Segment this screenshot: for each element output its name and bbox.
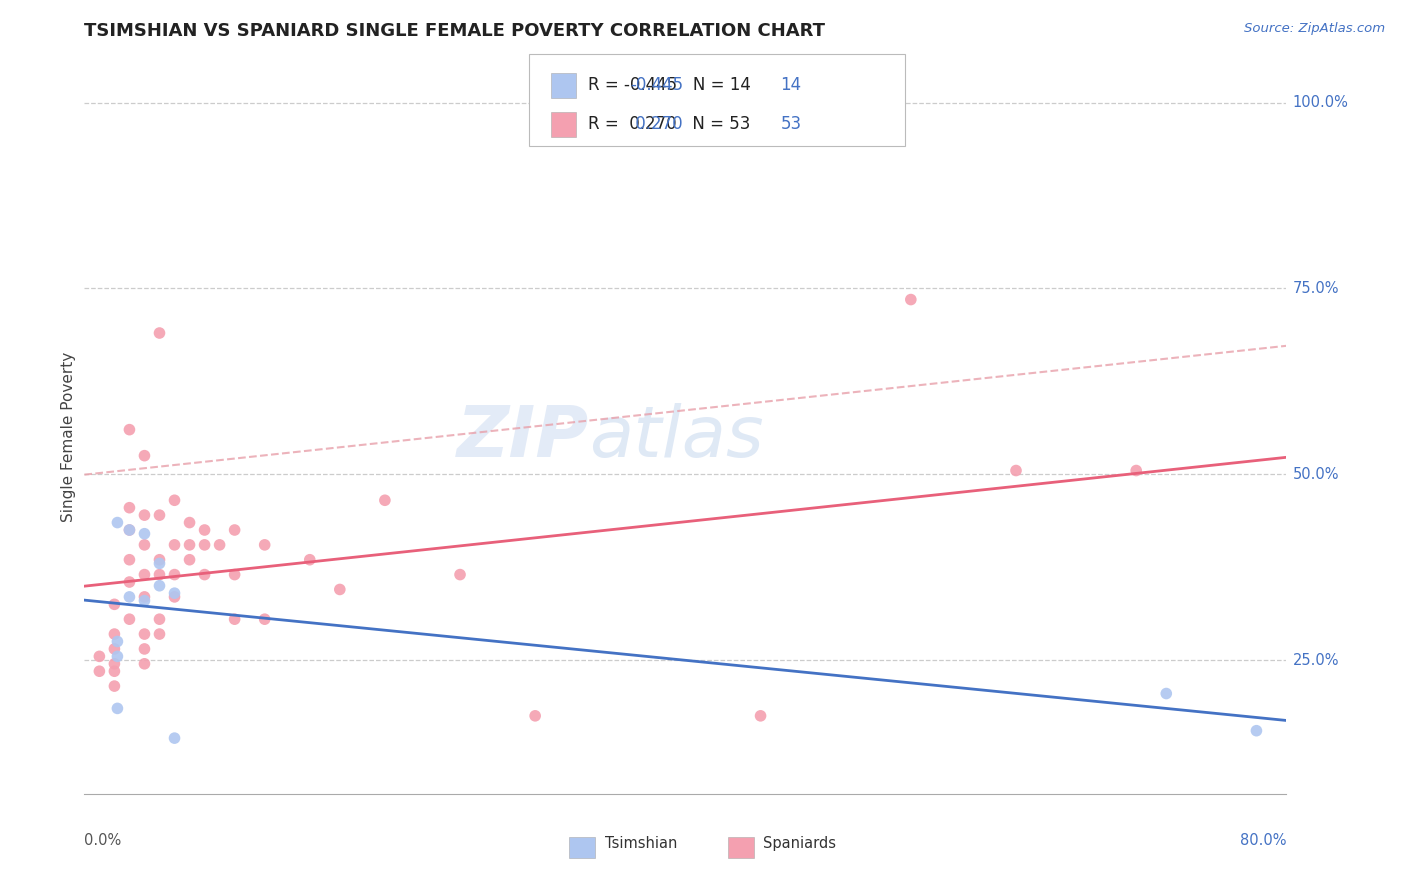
Text: R = -0.445   N = 14: R = -0.445 N = 14 bbox=[588, 76, 751, 94]
Text: ZIP: ZIP bbox=[457, 402, 589, 472]
Text: 0.0%: 0.0% bbox=[84, 833, 121, 848]
Point bbox=[148, 326, 170, 340]
Point bbox=[134, 567, 156, 582]
Point bbox=[449, 567, 471, 582]
Point bbox=[134, 449, 156, 463]
Point bbox=[134, 657, 156, 671]
Point bbox=[134, 593, 156, 607]
Text: -0.445: -0.445 bbox=[630, 76, 683, 94]
Text: R =  0.270   N = 53: R = 0.270 N = 53 bbox=[588, 115, 749, 133]
Point bbox=[89, 664, 111, 679]
Text: 0.270: 0.270 bbox=[630, 115, 682, 133]
Point bbox=[163, 567, 186, 582]
Point bbox=[148, 579, 170, 593]
Text: atlas: atlas bbox=[589, 402, 763, 472]
Point bbox=[208, 538, 231, 552]
Point bbox=[107, 516, 129, 530]
Point bbox=[1156, 687, 1178, 701]
Point bbox=[118, 523, 141, 537]
Point bbox=[163, 538, 186, 552]
Point bbox=[134, 526, 156, 541]
Point bbox=[107, 634, 129, 648]
Point bbox=[374, 493, 396, 508]
Point bbox=[194, 523, 217, 537]
Point bbox=[163, 590, 186, 604]
Text: Source: ZipAtlas.com: Source: ZipAtlas.com bbox=[1244, 22, 1385, 36]
Point bbox=[134, 627, 156, 641]
Point bbox=[134, 642, 156, 657]
Point bbox=[194, 538, 217, 552]
Point bbox=[524, 708, 547, 723]
Point bbox=[134, 590, 156, 604]
Point bbox=[134, 508, 156, 523]
Point bbox=[107, 701, 129, 715]
Text: Spaniards: Spaniards bbox=[763, 837, 837, 851]
Point bbox=[134, 538, 156, 552]
Y-axis label: Single Female Poverty: Single Female Poverty bbox=[60, 352, 76, 522]
Text: 75.0%: 75.0% bbox=[1292, 281, 1339, 296]
Point bbox=[103, 598, 125, 612]
Point bbox=[148, 612, 170, 626]
Point bbox=[89, 649, 111, 664]
Point bbox=[1005, 464, 1028, 478]
Text: 100.0%: 100.0% bbox=[1292, 95, 1348, 110]
Point bbox=[118, 423, 141, 437]
Point bbox=[118, 575, 141, 590]
Point bbox=[103, 664, 125, 679]
Point bbox=[163, 493, 186, 508]
Point bbox=[179, 538, 201, 552]
Point bbox=[148, 508, 170, 523]
Point bbox=[103, 657, 125, 671]
Point bbox=[163, 586, 186, 600]
Text: 14: 14 bbox=[780, 76, 801, 94]
Point bbox=[118, 500, 141, 515]
Point bbox=[179, 516, 201, 530]
Point bbox=[118, 552, 141, 567]
Point bbox=[224, 567, 246, 582]
Point bbox=[103, 627, 125, 641]
Point bbox=[224, 523, 246, 537]
Point bbox=[118, 523, 141, 537]
Point bbox=[148, 557, 170, 571]
Text: 50.0%: 50.0% bbox=[1292, 467, 1339, 482]
Point bbox=[118, 612, 141, 626]
Point bbox=[148, 627, 170, 641]
Point bbox=[179, 552, 201, 567]
Point bbox=[329, 582, 352, 597]
Text: 53: 53 bbox=[780, 115, 801, 133]
Point bbox=[224, 612, 246, 626]
Point bbox=[107, 649, 129, 664]
Point bbox=[749, 708, 772, 723]
Point bbox=[103, 679, 125, 693]
Point bbox=[148, 552, 170, 567]
Text: 80.0%: 80.0% bbox=[1240, 833, 1286, 848]
Text: TSIMSHIAN VS SPANIARD SINGLE FEMALE POVERTY CORRELATION CHART: TSIMSHIAN VS SPANIARD SINGLE FEMALE POVE… bbox=[84, 22, 825, 40]
Point bbox=[1125, 464, 1147, 478]
Point bbox=[148, 567, 170, 582]
Point bbox=[194, 567, 217, 582]
Point bbox=[118, 590, 141, 604]
Text: 25.0%: 25.0% bbox=[1292, 653, 1339, 667]
Text: Tsimshian: Tsimshian bbox=[605, 837, 676, 851]
Point bbox=[253, 538, 276, 552]
Point bbox=[103, 642, 125, 657]
Point bbox=[1246, 723, 1268, 738]
Point bbox=[253, 612, 276, 626]
Point bbox=[298, 552, 321, 567]
Point bbox=[163, 731, 186, 746]
Point bbox=[900, 293, 922, 307]
